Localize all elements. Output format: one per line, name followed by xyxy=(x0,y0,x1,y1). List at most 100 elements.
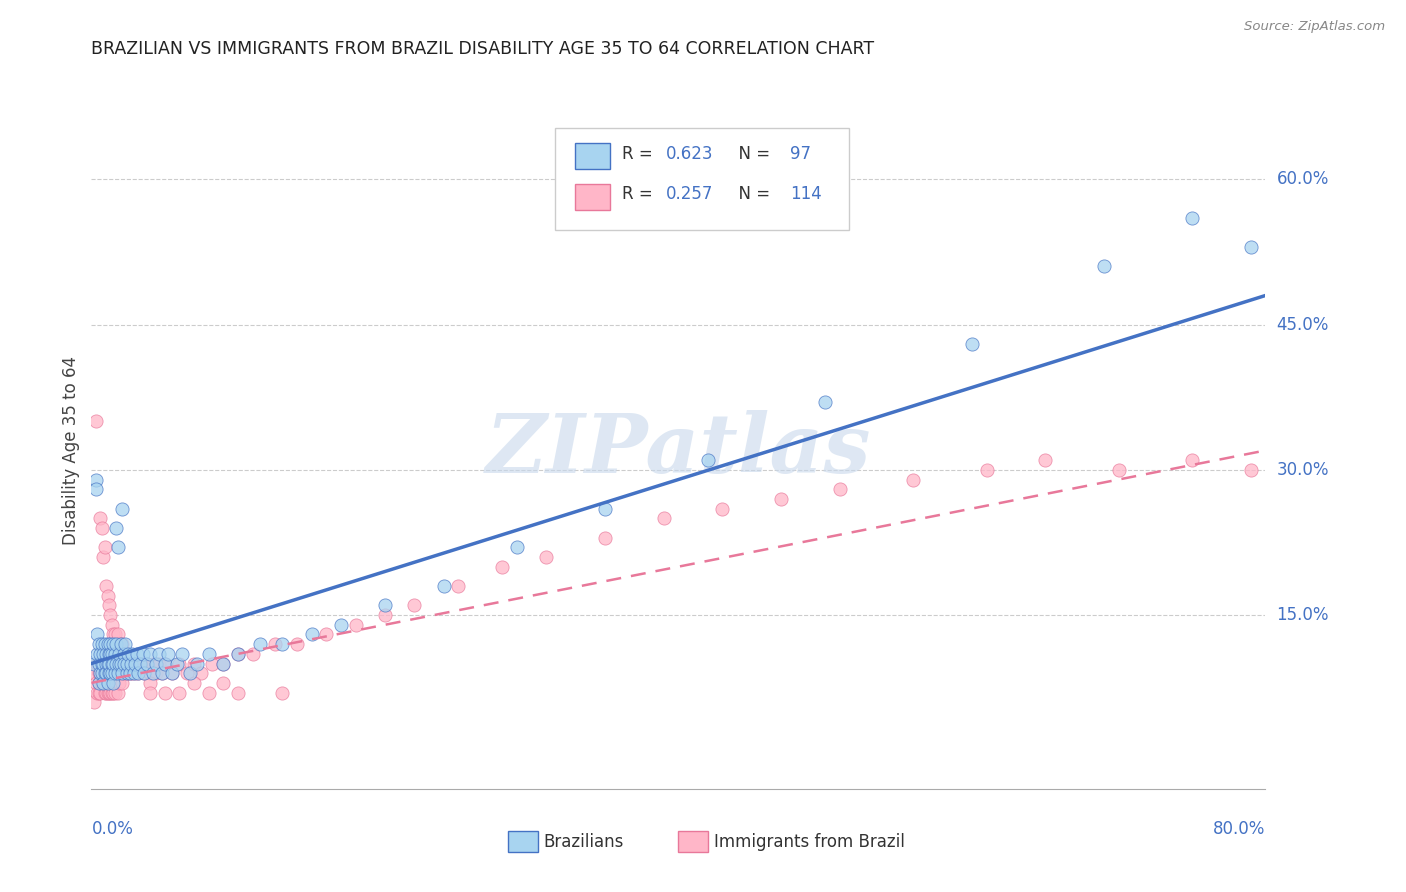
Point xyxy=(104,647,127,661)
Point xyxy=(111,666,134,681)
Point xyxy=(976,463,998,477)
Point xyxy=(86,685,108,699)
Point xyxy=(139,647,162,661)
Point xyxy=(100,647,122,661)
Point xyxy=(96,685,118,699)
Point xyxy=(169,685,191,699)
Point xyxy=(1181,211,1204,225)
Point xyxy=(105,657,128,671)
Text: 60.0%: 60.0% xyxy=(1277,170,1329,188)
Point xyxy=(172,647,194,661)
Text: N =: N = xyxy=(728,186,775,203)
Point xyxy=(142,657,165,671)
Point xyxy=(506,541,529,555)
Point xyxy=(103,666,125,681)
Point xyxy=(124,666,146,681)
Point xyxy=(87,657,110,671)
Text: 30.0%: 30.0% xyxy=(1277,461,1329,479)
Point xyxy=(536,549,558,564)
Point xyxy=(101,657,124,671)
Text: ZIPatlas: ZIPatlas xyxy=(485,410,872,491)
Point xyxy=(89,666,111,681)
Point xyxy=(110,666,132,681)
Point xyxy=(593,531,616,545)
Point xyxy=(91,676,114,690)
Point xyxy=(374,599,396,613)
Text: 0.623: 0.623 xyxy=(665,145,713,162)
Point xyxy=(120,657,142,671)
Point xyxy=(101,685,124,699)
Point xyxy=(112,647,135,661)
Point xyxy=(84,414,107,428)
Point xyxy=(120,657,142,671)
Point xyxy=(183,676,205,690)
Point xyxy=(212,657,235,671)
Point xyxy=(179,666,201,681)
Text: 0.0%: 0.0% xyxy=(91,820,134,838)
Point xyxy=(491,559,513,574)
Point xyxy=(1108,463,1130,477)
Point xyxy=(153,685,176,699)
Point xyxy=(136,657,159,671)
Point xyxy=(108,676,131,690)
Point xyxy=(960,337,983,351)
Point xyxy=(89,647,111,661)
Point xyxy=(301,627,323,641)
Point xyxy=(93,541,115,555)
Point xyxy=(121,647,143,661)
Point xyxy=(186,657,208,671)
Point xyxy=(90,676,112,690)
Point xyxy=(160,666,183,681)
Point xyxy=(98,657,121,671)
Point xyxy=(150,666,173,681)
Text: R =: R = xyxy=(621,145,658,162)
Point xyxy=(100,685,122,699)
Point xyxy=(374,608,396,623)
Point xyxy=(242,647,264,661)
Point xyxy=(1092,260,1115,274)
Point xyxy=(91,647,114,661)
Text: R =: R = xyxy=(621,186,658,203)
Point xyxy=(83,695,105,709)
Point xyxy=(101,666,124,681)
Point xyxy=(404,599,426,613)
Point xyxy=(90,637,112,651)
Point xyxy=(197,647,219,661)
Point xyxy=(344,617,367,632)
FancyBboxPatch shape xyxy=(555,128,849,230)
Point xyxy=(107,666,129,681)
Point xyxy=(111,501,134,516)
Point xyxy=(903,473,925,487)
Point xyxy=(91,549,114,564)
Point xyxy=(1240,240,1263,254)
Point xyxy=(128,657,150,671)
Point xyxy=(98,666,121,681)
Point xyxy=(93,666,115,681)
Point xyxy=(82,666,104,681)
Point xyxy=(315,627,337,641)
Point xyxy=(91,666,114,681)
Point xyxy=(134,666,156,681)
FancyBboxPatch shape xyxy=(678,830,707,853)
Point xyxy=(125,647,148,661)
Point xyxy=(87,676,110,690)
Point xyxy=(94,666,117,681)
Point xyxy=(139,676,162,690)
Point xyxy=(93,676,115,690)
Point xyxy=(197,685,219,699)
Point xyxy=(104,627,127,641)
Point xyxy=(828,482,851,496)
Point xyxy=(148,647,170,661)
Point xyxy=(447,579,470,593)
Point xyxy=(107,541,129,555)
Point xyxy=(226,647,249,661)
Point xyxy=(91,676,114,690)
Point xyxy=(89,685,111,699)
Text: Brazilians: Brazilians xyxy=(543,832,624,851)
Point xyxy=(107,685,129,699)
Point xyxy=(94,647,117,661)
Point xyxy=(101,617,124,632)
Point xyxy=(108,657,131,671)
Point xyxy=(103,685,125,699)
Point xyxy=(814,395,837,409)
